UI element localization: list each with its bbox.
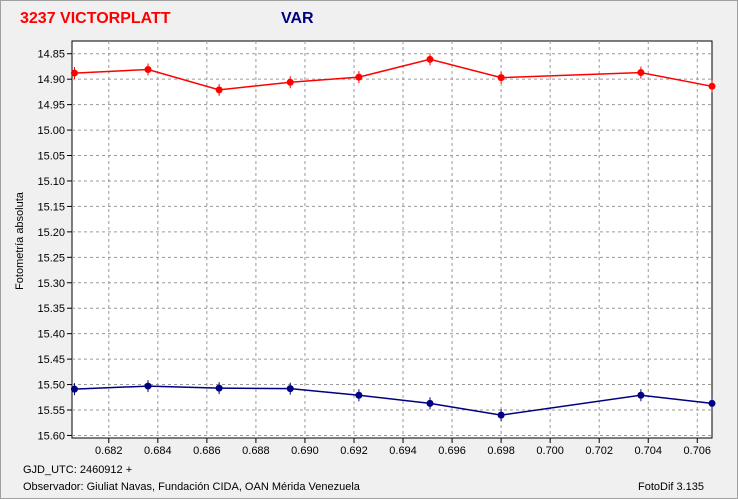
grid	[72, 41, 712, 438]
x-tick-label: 0.686	[193, 445, 221, 457]
data-point	[215, 86, 223, 94]
y-tick-label: 14.85	[37, 49, 65, 61]
series-0	[70, 53, 716, 96]
x-tick-label: 0.704	[634, 445, 662, 457]
data-point	[286, 385, 294, 393]
plot-area	[71, 40, 713, 439]
x-tick-label: 0.706	[684, 445, 712, 457]
chart-title-var: VAR	[281, 10, 314, 27]
data-point	[497, 411, 505, 419]
y-tick-label: 15.35	[37, 303, 65, 315]
x-tick-label: 0.688	[242, 445, 270, 457]
series-1	[70, 380, 716, 422]
y-tick-label: 15.10	[37, 176, 65, 188]
data-point	[637, 69, 645, 77]
footer-software: FotoDif 3.135	[638, 481, 705, 493]
data-point	[708, 82, 716, 90]
x-tick-label: 0.700	[536, 445, 564, 457]
footer-gjd: GJD_UTC: 2460912 +	[23, 464, 133, 476]
x-tick-label: 0.702	[585, 445, 613, 457]
x-tick-label: 0.692	[340, 445, 368, 457]
y-tick-label: 15.25	[37, 252, 65, 264]
y-tick-label: 15.20	[37, 227, 65, 239]
data-point	[637, 391, 645, 399]
data-point	[70, 69, 78, 77]
series	[70, 53, 716, 422]
y-tick-label: 15.50	[37, 380, 65, 392]
x-tick-label: 0.684	[144, 445, 172, 457]
data-point	[355, 73, 363, 81]
data-point	[497, 74, 505, 82]
footer-observer: Observador: Giuliat Navas, Fundación CID…	[23, 481, 360, 493]
data-point	[286, 78, 294, 86]
data-point	[355, 391, 363, 399]
data-point	[144, 66, 152, 74]
y-tick-label: 14.90	[37, 74, 65, 86]
y-tick-label: 15.60	[37, 430, 65, 442]
x-tick-label: 0.698	[487, 445, 515, 457]
x-tick-label: 0.690	[291, 445, 319, 457]
y-tick-label: 15.30	[37, 278, 65, 290]
x-tick-label: 0.696	[438, 445, 466, 457]
data-point	[144, 382, 152, 390]
y-tick-label: 15.45	[37, 354, 65, 366]
y-tick-label: 14.95	[37, 100, 65, 112]
data-point	[215, 384, 223, 392]
y-tick-label: 15.05	[37, 151, 65, 163]
y-tick-label: 15.55	[37, 405, 65, 417]
y-tick-label: 15.15	[37, 201, 65, 213]
y-tick-label: 15.00	[37, 125, 65, 137]
x-tick-label: 0.682	[95, 445, 123, 457]
data-point	[426, 55, 434, 63]
axis-ticks: 0.682 0.684 0.686 0.688 0.690 0.692 0.694 0.696…	[37, 49, 711, 457]
chart-title-star: 3237 VICTORPLATT	[20, 10, 171, 27]
data-point	[708, 399, 716, 407]
x-tick-label: 0.694	[389, 445, 417, 457]
data-point	[70, 385, 78, 393]
y-tick-label: 15.40	[37, 329, 65, 341]
data-point	[426, 399, 434, 407]
